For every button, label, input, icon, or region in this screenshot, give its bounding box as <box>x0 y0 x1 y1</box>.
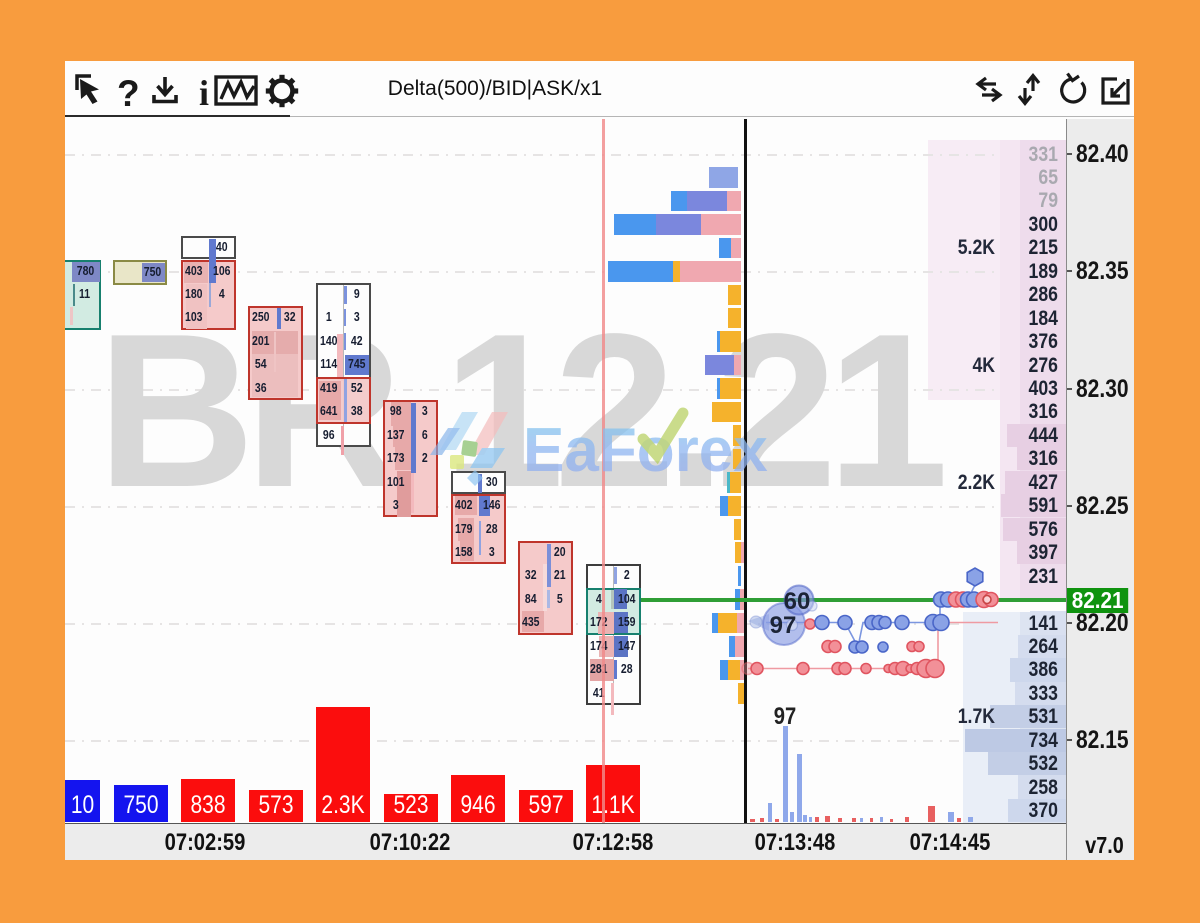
svg-text:EaForex: EaForex <box>523 416 768 485</box>
svg-text:i: i <box>199 73 209 113</box>
svg-text:60: 60 <box>784 588 811 615</box>
svg-text:97: 97 <box>770 612 797 639</box>
svg-text:?: ? <box>117 73 140 114</box>
